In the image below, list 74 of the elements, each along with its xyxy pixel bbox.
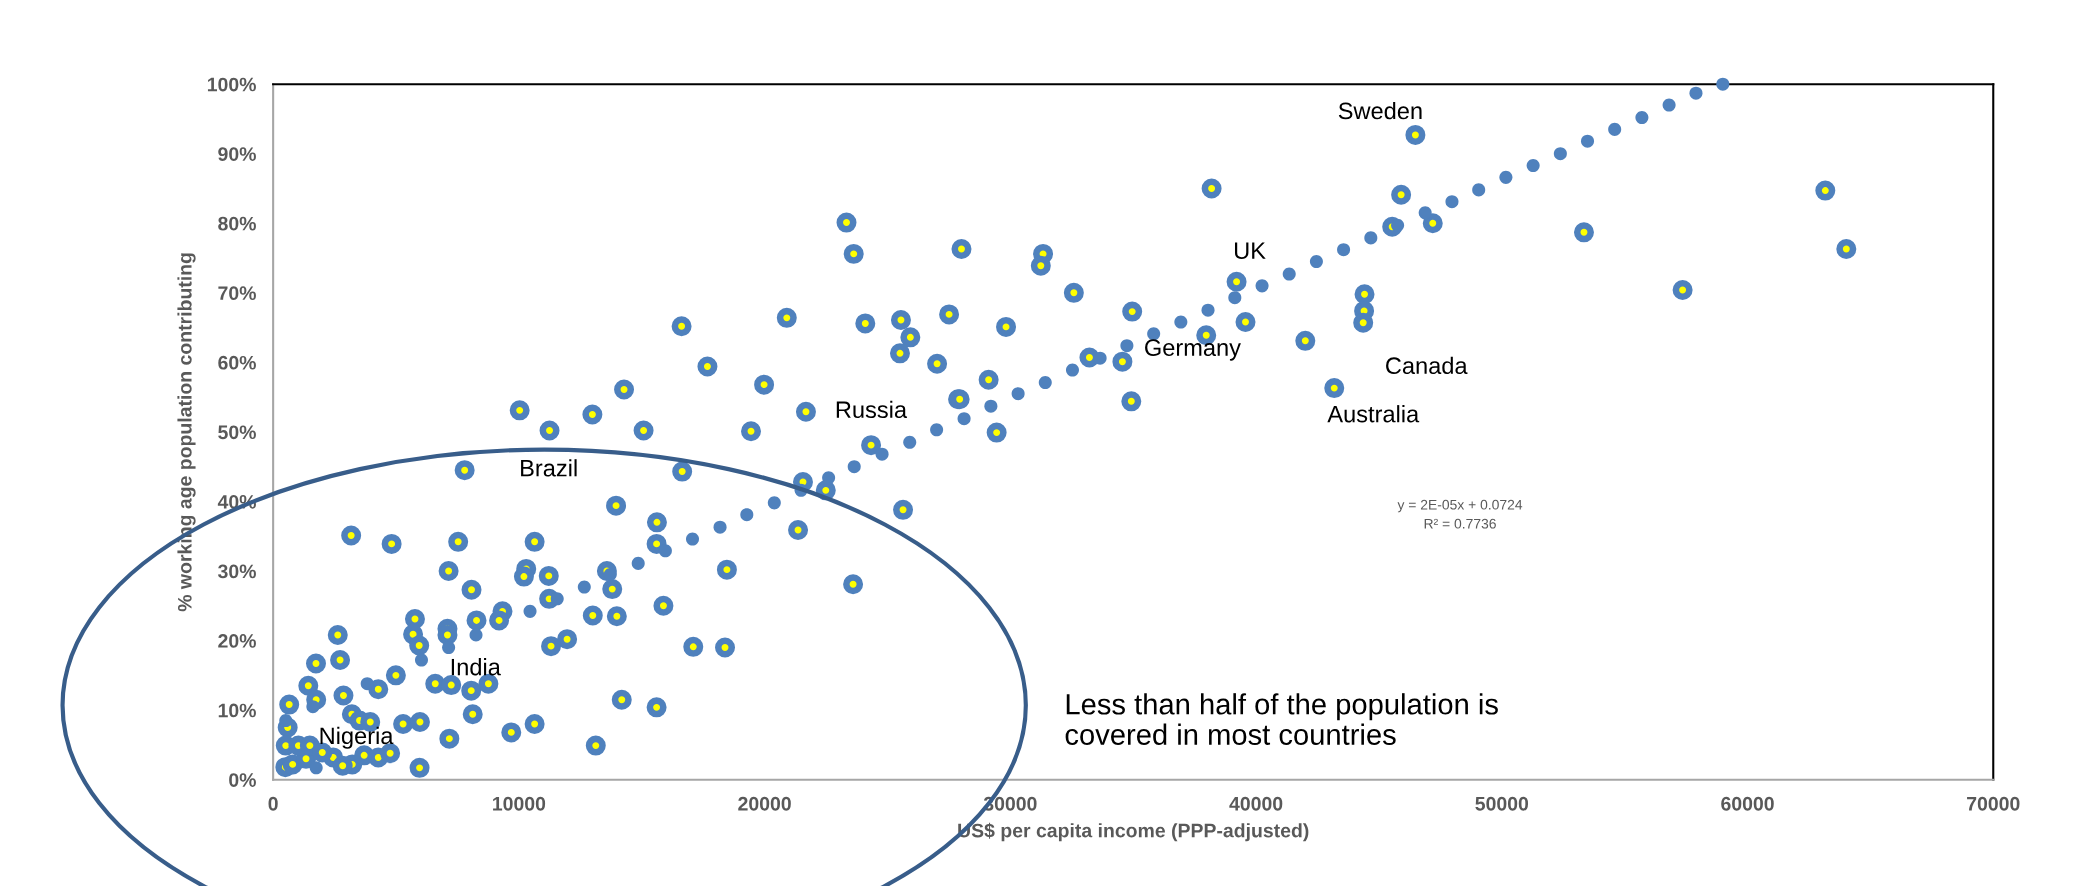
annotation: Sweden xyxy=(1338,101,1422,120)
point xyxy=(1445,195,1459,209)
point xyxy=(658,544,672,558)
point xyxy=(309,761,323,775)
x-tick-label: 60000 xyxy=(1721,796,1774,811)
point xyxy=(442,641,456,655)
point xyxy=(1553,147,1567,161)
point xyxy=(767,496,781,510)
point xyxy=(1228,291,1242,305)
point xyxy=(360,677,374,691)
y-tick-label: 60% xyxy=(218,355,256,370)
point xyxy=(875,447,889,461)
y-tick-label: 10% xyxy=(218,703,256,718)
point xyxy=(1526,159,1540,173)
point xyxy=(822,471,836,485)
point xyxy=(1499,170,1513,184)
x-tick-label: 10000 xyxy=(493,796,546,811)
point xyxy=(930,423,944,437)
y-tick-label: 20% xyxy=(218,634,256,648)
point xyxy=(1255,279,1269,293)
x-tick-label: 70000 xyxy=(1967,796,2020,811)
point xyxy=(631,556,645,570)
point xyxy=(1309,255,1323,269)
point xyxy=(1716,77,1730,91)
point xyxy=(1418,206,1432,220)
point xyxy=(740,508,754,522)
point xyxy=(1174,315,1188,329)
point xyxy=(1337,243,1351,257)
point xyxy=(984,399,998,413)
y-tick-label: 90% xyxy=(218,147,256,161)
point xyxy=(550,592,564,606)
x-tick-label: 0 xyxy=(268,796,278,811)
annotation: Brazil xyxy=(521,459,577,477)
point xyxy=(957,412,971,426)
point xyxy=(1689,86,1703,100)
point xyxy=(713,520,727,534)
y-tick-label: 70% xyxy=(218,286,256,301)
point xyxy=(903,435,917,449)
point xyxy=(1472,183,1486,197)
annotation: Russia xyxy=(836,400,908,419)
y-axis-title: % working age population contributing xyxy=(177,253,196,612)
point xyxy=(685,532,700,546)
point xyxy=(1608,122,1622,136)
y-tick-label: 80% xyxy=(218,216,256,231)
y-tick-label: 100% xyxy=(207,77,256,92)
point xyxy=(1120,339,1134,353)
point xyxy=(1201,303,1215,317)
annotation: Canada xyxy=(1386,356,1468,375)
y-tick-label: 30% xyxy=(218,564,256,579)
annotation: India xyxy=(451,658,501,676)
point xyxy=(577,580,591,594)
y-tick-label: 50% xyxy=(218,425,256,440)
point xyxy=(1038,376,1052,390)
point xyxy=(469,628,483,642)
annotation: Australia xyxy=(1327,405,1420,423)
x-tick-label: 20000 xyxy=(738,796,791,811)
point xyxy=(1581,134,1595,148)
point xyxy=(414,653,428,667)
annotation: Less than half of the population is covered in most countries xyxy=(1065,693,1498,745)
annotation: Germany xyxy=(1145,339,1241,361)
annotation: Nigeria xyxy=(320,726,394,749)
point xyxy=(1635,111,1649,125)
x-tick-label: 50000 xyxy=(1475,796,1529,811)
point xyxy=(1282,267,1296,281)
point xyxy=(523,604,537,618)
point xyxy=(1011,387,1025,401)
annotation: UK xyxy=(1235,242,1266,260)
point xyxy=(847,460,861,474)
point xyxy=(1065,363,1079,377)
point xyxy=(1662,98,1676,112)
annotation: y = 2E-05x + 0.0724 R² = 0.7736 xyxy=(1397,499,1523,529)
x-tick-label: 40000 xyxy=(1229,796,1283,811)
point xyxy=(1364,231,1378,245)
y-tick-label: 0% xyxy=(229,773,256,787)
